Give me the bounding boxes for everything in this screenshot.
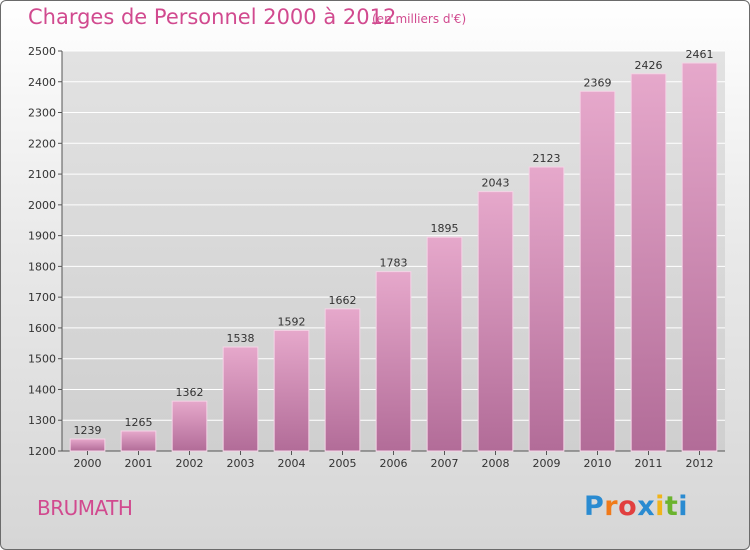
data-label: 1265 bbox=[125, 416, 153, 429]
x-tick-label: 2003 bbox=[227, 457, 255, 470]
logo-letter: o bbox=[618, 491, 638, 522]
data-label: 1895 bbox=[431, 222, 459, 235]
bar bbox=[273, 329, 310, 452]
data-label: 2426 bbox=[635, 59, 663, 72]
y-tick-label: 1800 bbox=[28, 260, 56, 273]
bar bbox=[120, 430, 157, 452]
x-tick-label: 2006 bbox=[380, 457, 408, 470]
x-tick-label: 2005 bbox=[329, 457, 357, 470]
chart-title: Charges de Personnel 2000 à 2012 bbox=[28, 5, 397, 29]
data-label: 2369 bbox=[584, 76, 612, 89]
x-tick-label: 2004 bbox=[278, 457, 306, 470]
y-tick-label: 1400 bbox=[28, 383, 56, 396]
y-tick-label: 2200 bbox=[28, 137, 56, 150]
bar bbox=[222, 346, 259, 452]
bar bbox=[69, 438, 106, 452]
x-tick-label: 2011 bbox=[635, 457, 663, 470]
data-label: 1592 bbox=[278, 315, 306, 328]
y-tick-label: 1200 bbox=[28, 445, 56, 458]
data-label: 1783 bbox=[380, 257, 408, 270]
data-label: 1239 bbox=[74, 424, 102, 437]
x-tick-label: 2002 bbox=[176, 457, 204, 470]
y-tick-label: 2000 bbox=[28, 199, 56, 212]
data-label: 1662 bbox=[329, 294, 357, 307]
bar bbox=[681, 62, 718, 452]
y-tick-label: 2100 bbox=[28, 168, 56, 181]
x-tick-label: 2008 bbox=[482, 457, 510, 470]
bar bbox=[477, 191, 514, 452]
bar bbox=[375, 271, 412, 452]
logo-letter: i bbox=[678, 491, 689, 522]
chart-subtitle: (en milliers d'€) bbox=[372, 12, 467, 26]
data-label: 2123 bbox=[533, 152, 561, 165]
city-name: BRUMATH bbox=[37, 496, 133, 520]
bar bbox=[171, 400, 208, 452]
y-tick-label: 1500 bbox=[28, 353, 56, 366]
data-label: 2043 bbox=[482, 177, 510, 190]
y-tick-label: 2400 bbox=[28, 76, 56, 89]
data-label: 1538 bbox=[227, 332, 255, 345]
y-tick-label: 1900 bbox=[28, 230, 56, 243]
logo-letter: t bbox=[664, 491, 679, 522]
y-tick-label: 2300 bbox=[28, 107, 56, 120]
x-tick-label: 2000 bbox=[74, 457, 102, 470]
data-label: 2461 bbox=[686, 48, 714, 61]
data-label: 1362 bbox=[176, 386, 204, 399]
y-tick-label: 1600 bbox=[28, 322, 56, 335]
bar bbox=[528, 166, 565, 452]
logo-letter: i bbox=[655, 491, 665, 522]
bar bbox=[579, 90, 616, 452]
y-tick-label: 1300 bbox=[28, 414, 56, 427]
x-tick-label: 2001 bbox=[125, 457, 153, 470]
bar bbox=[426, 236, 463, 452]
x-tick-label: 2010 bbox=[584, 457, 612, 470]
y-tick-label: 1700 bbox=[28, 291, 56, 304]
bar bbox=[630, 73, 667, 452]
proxiti-logo: Proxiti bbox=[584, 491, 688, 522]
x-tick-label: 2007 bbox=[431, 457, 459, 470]
x-tick-label: 2012 bbox=[686, 457, 714, 470]
logo-letter: P bbox=[584, 491, 605, 522]
logo-letter: r bbox=[604, 491, 619, 522]
y-tick-label: 2500 bbox=[28, 45, 56, 58]
logo-letter: x bbox=[637, 491, 656, 522]
x-tick-label: 2009 bbox=[533, 457, 561, 470]
bar bbox=[324, 308, 361, 452]
